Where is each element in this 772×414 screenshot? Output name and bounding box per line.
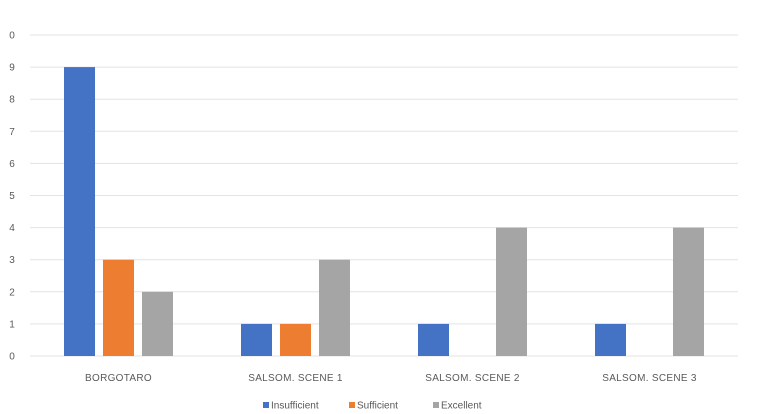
y-tick-label: 4 [9, 223, 15, 234]
y-tick-label: 7 [9, 127, 15, 138]
bar-excellent-4 [673, 227, 704, 356]
legend-swatch-sufficient [349, 402, 355, 408]
bar-excellent-2 [319, 259, 350, 356]
category-label: SALSOM. SCENE 3 [602, 373, 697, 384]
bar-sufficient-1 [103, 259, 134, 356]
category-label: BORGOTARO [85, 373, 152, 384]
bar-insufficient-1 [64, 67, 95, 356]
bar-insufficient-3 [418, 323, 449, 356]
bar-excellent-3 [496, 227, 527, 356]
y-tick-label: 6 [9, 159, 15, 170]
legend-label-excellent: Excellent [441, 401, 482, 412]
y-tick-label: 5 [9, 191, 15, 202]
y-axis-tick-labels: 0 1 2 3 4 5 6 7 8 9 0 [9, 31, 15, 363]
legend-label-insufficient: Insufficient [271, 401, 319, 412]
bars [64, 67, 704, 356]
bar-insufficient-2 [241, 323, 272, 356]
legend-swatch-insufficient [263, 402, 269, 408]
bar-insufficient-4 [595, 323, 626, 356]
y-tick-label: 1 [9, 319, 15, 330]
legend-label-sufficient: Sufficient [357, 401, 398, 412]
y-tick-label: 0 [9, 31, 15, 42]
bar-sufficient-2 [280, 323, 311, 356]
gridlines [30, 34, 738, 357]
y-tick-label: 2 [9, 287, 15, 298]
legend: Insufficient Sufficient Excellent [263, 401, 482, 412]
legend-swatch-excellent [433, 402, 439, 408]
y-tick-label: 8 [9, 95, 15, 106]
bar-excellent-1 [142, 291, 173, 356]
y-tick-label: 3 [9, 255, 15, 266]
y-tick-label: 0 [9, 352, 15, 363]
category-label: SALSOM. SCENE 1 [248, 373, 343, 384]
y-tick-label: 9 [9, 63, 15, 74]
category-label: SALSOM. SCENE 2 [425, 373, 520, 384]
category-labels: BORGOTARO SALSOM. SCENE 1 SALSOM. SCENE 2 S… [85, 373, 697, 384]
